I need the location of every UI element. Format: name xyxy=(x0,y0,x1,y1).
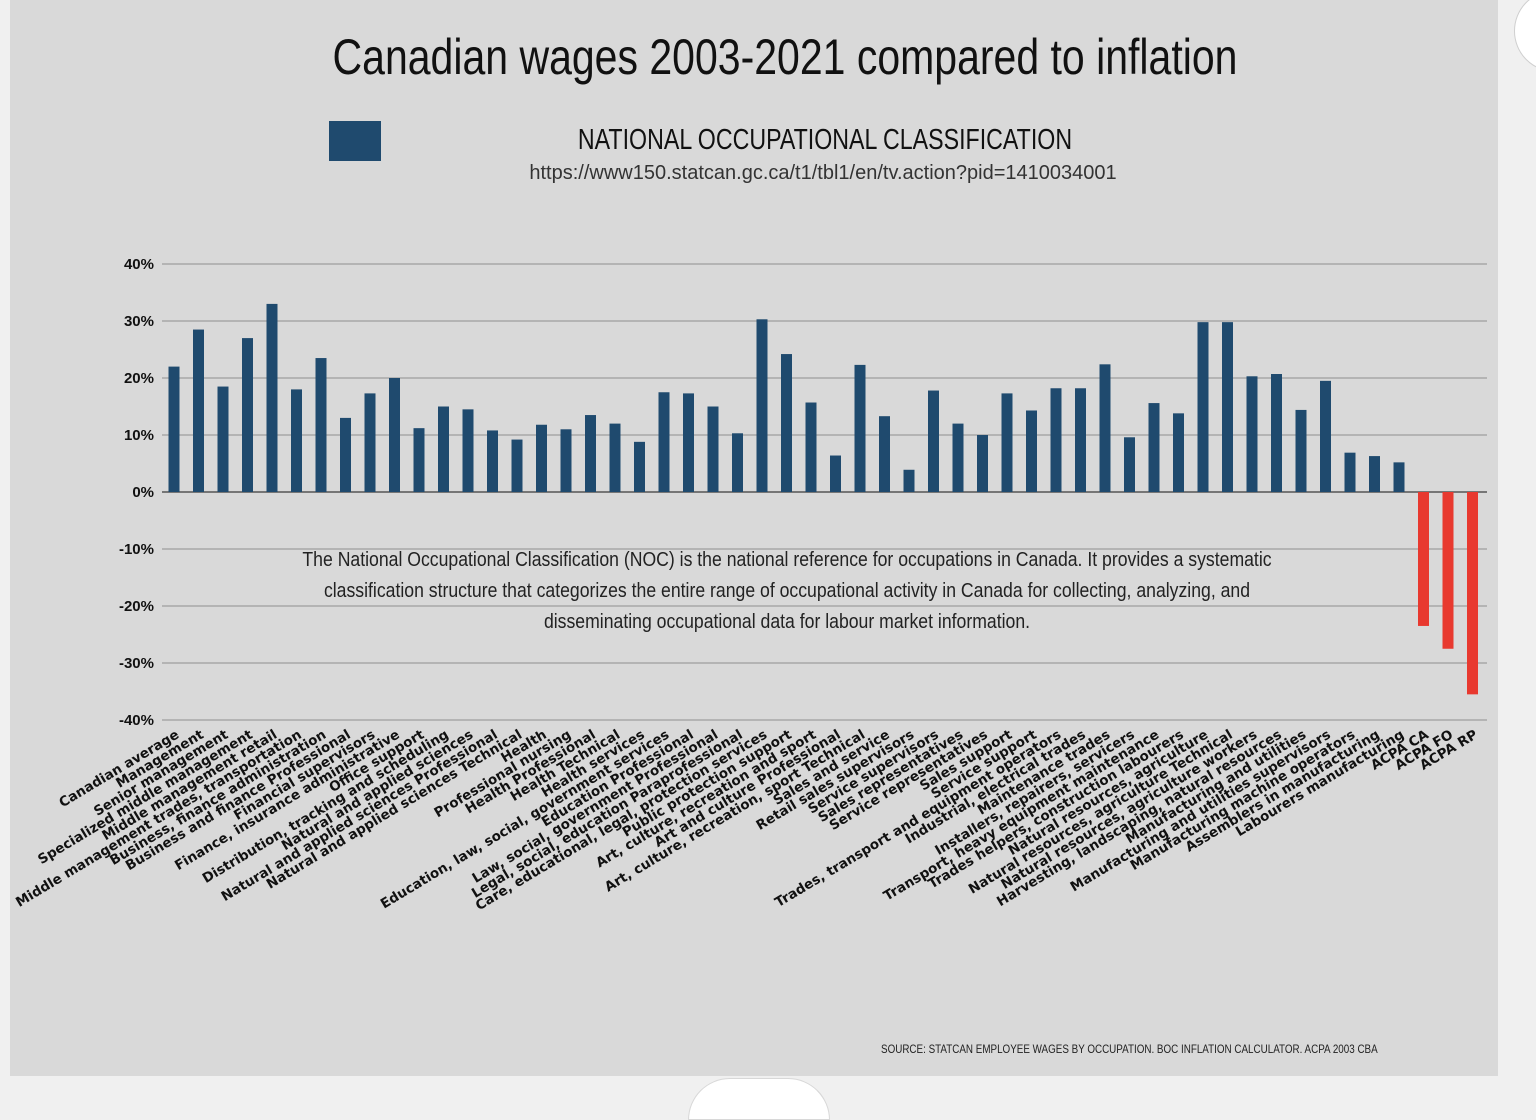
bar xyxy=(511,439,523,492)
source-url: https://www150.statcan.gc.ca/t1/tbl1/en/… xyxy=(529,162,1117,184)
bar xyxy=(315,358,327,492)
y-tick-label: -30% xyxy=(119,655,154,672)
y-tick-label: 40% xyxy=(124,256,154,273)
bar xyxy=(1148,403,1160,492)
bar xyxy=(1173,413,1184,492)
source-footnote: SOURCE: STATCAN EMPLOYEE WAGES BY OCCUPA… xyxy=(881,1042,1378,1056)
y-tick-label: -20% xyxy=(119,598,154,615)
bar xyxy=(438,406,449,492)
bar xyxy=(462,409,474,492)
bar xyxy=(634,441,645,492)
bar xyxy=(854,364,866,492)
chart-panel xyxy=(10,0,1498,1076)
bar xyxy=(707,406,719,492)
bar xyxy=(1320,380,1331,492)
bar xyxy=(1197,322,1209,492)
y-axis-ticks: 40% 30% 20% 10% 0% -10% -20% -30% -40% xyxy=(119,256,154,729)
bar xyxy=(903,469,915,492)
bar xyxy=(1075,388,1086,492)
y-tick-label: 10% xyxy=(124,427,154,444)
y-tick-label: 0% xyxy=(132,484,154,501)
bar xyxy=(487,430,498,492)
bar xyxy=(389,378,400,492)
bar xyxy=(952,423,964,492)
noc-description: The National Occupational Classification… xyxy=(302,548,1272,633)
bar xyxy=(756,319,768,492)
bar xyxy=(536,424,547,492)
bars xyxy=(168,303,1478,695)
bar xyxy=(1344,452,1356,492)
bar xyxy=(683,393,694,492)
bar xyxy=(830,455,841,492)
bar xyxy=(291,389,302,492)
legend-swatch xyxy=(329,121,381,161)
y-tick-label: 20% xyxy=(124,370,154,387)
bar xyxy=(266,303,278,492)
bar xyxy=(242,338,253,492)
bar xyxy=(1467,492,1478,695)
y-tick-label: -40% xyxy=(119,712,154,729)
grid-lines xyxy=(162,263,1487,721)
bar xyxy=(217,386,229,492)
bar xyxy=(977,435,988,492)
bar xyxy=(1442,492,1454,649)
bar xyxy=(168,366,180,492)
bar xyxy=(413,428,425,492)
bar xyxy=(1369,456,1380,492)
bar xyxy=(1222,322,1233,492)
bar xyxy=(1026,410,1037,492)
chart-title: Canadian wages 2003-2021 compared to inf… xyxy=(332,29,1238,85)
bar xyxy=(1295,409,1307,492)
bar xyxy=(658,392,670,492)
bar xyxy=(364,393,376,492)
bar xyxy=(609,423,621,492)
bar xyxy=(732,433,743,492)
legend-label: NATIONAL OCCUPATIONAL CLASSIFICATION xyxy=(577,124,1073,156)
bar xyxy=(805,402,817,492)
bar xyxy=(1050,388,1062,492)
bar xyxy=(1393,462,1405,492)
bar xyxy=(585,415,596,492)
bar xyxy=(193,329,204,492)
bar-chart: 40% 30% 20% 10% 0% -10% -20% -30% -40% Canadian … xyxy=(13,256,1487,914)
bar xyxy=(1001,393,1013,492)
bar xyxy=(1418,492,1429,626)
bar xyxy=(340,417,351,492)
bar xyxy=(1099,364,1111,492)
bar xyxy=(560,429,572,492)
bar xyxy=(1124,437,1135,492)
y-tick-label: -10% xyxy=(119,541,154,558)
bar xyxy=(879,416,890,492)
y-tick-label: 30% xyxy=(124,313,154,330)
bar xyxy=(1271,374,1282,492)
bar xyxy=(928,390,939,492)
bar xyxy=(1246,376,1258,492)
bar xyxy=(781,354,792,492)
